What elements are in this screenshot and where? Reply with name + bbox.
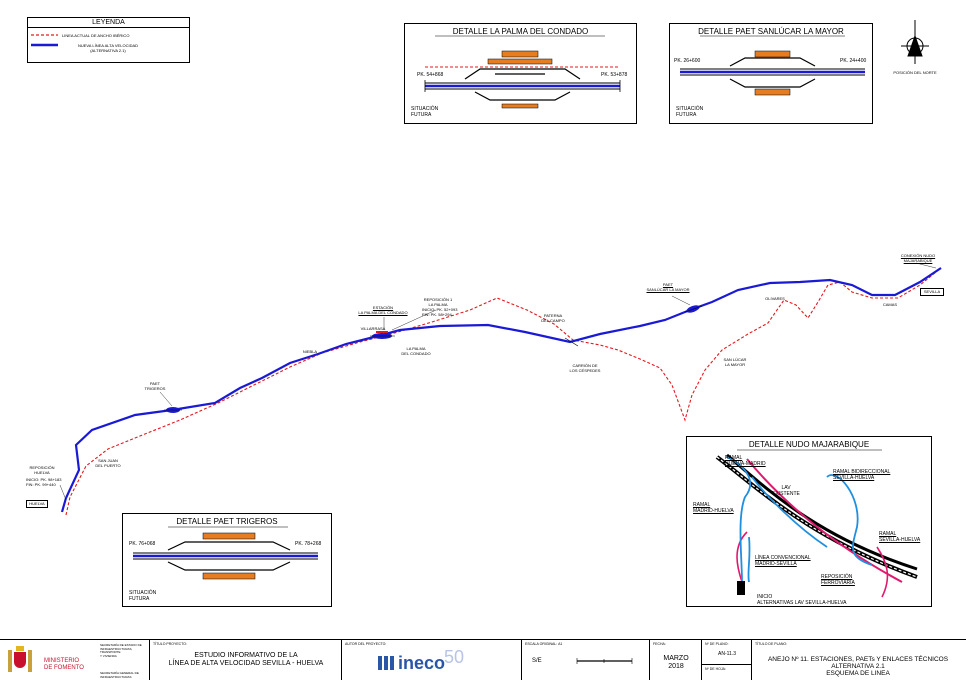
label-niebla: NIEBLA — [302, 349, 318, 354]
tb-autor-cell: AUTOR DEL PROYECTO: ineco 50 — [342, 640, 522, 680]
tb-sec-general: SECRETARÍA GENERAL DE INFRAESTRUCTURAS — [100, 671, 139, 679]
maj-ramal-bidir: RAMAL BIDIRECCIONAL SEVILLA-HUELVA — [833, 469, 891, 481]
tb-titulo-plano-label: TÍTULO DE PLANO: — [755, 642, 788, 646]
detail-palma-situation: SITUACIÓN FUTURA — [411, 106, 439, 118]
tb-ministerio-text: MINISTERIO DE FOMENTO — [44, 658, 84, 671]
label-carrion: CARRIÓN DE LOS CÉSPEDES — [569, 363, 601, 373]
detail-sanlucar-box: DETALLE PAET SANLÚCAR LA MAYOR PK. 26+60… — [669, 23, 873, 124]
label-reposicion-1: REPOSICIÓN 1 LA PALMA — [423, 297, 453, 307]
tb-proyecto-title: ESTUDIO INFORMATIVO DE LA LÍNEA DE ALTA … — [168, 652, 324, 667]
maj-inicio: INICIO ALTERNATIVAS LAV SEVILLA-HUELVA — [757, 594, 847, 606]
label-sevilla: SEVILLA — [923, 289, 941, 294]
maj-ramal-mh: RAMAL MADRID-HUELVA — [693, 502, 734, 514]
label-conexion: CONEXIÓN NUDO MAJARABIQUE — [900, 253, 936, 263]
title-block: MINISTERIO DE FOMENTO SECRETARÍA DE ESTA… — [0, 639, 966, 680]
label-inicio-fin-palma: INICIO: PK. 52+093 FIN: PK. 58+294 — [422, 307, 458, 317]
label-reposicion-huelva: REPOSICIÓN HUELVA — [29, 465, 55, 475]
tb-proyecto-label: TÍTULO PROYECTO: — [153, 642, 187, 646]
existing-line-route — [65, 267, 942, 516]
palma-station-symbol — [370, 331, 395, 339]
tb-titulo-plano: ANEJO Nº 11. ESTACIONES, PAETs Y ENLACES… — [767, 656, 949, 677]
detail-palma-pk-right: PK. 53+878 — [601, 72, 628, 78]
detail-sanlucar-situation: SITUACIÓN FUTURA — [676, 106, 704, 118]
maj-lav: LAV EXISTENTE — [772, 485, 800, 497]
huelva-box: HUELVA — [26, 500, 48, 508]
label-huelva: HUELVA — [29, 501, 45, 506]
tb-plano-label: Nº DE PLANO: — [705, 642, 729, 646]
label-olivares: OLIVARES — [765, 296, 785, 301]
maj-linea-conv: LÍNEA CONVENCIONAL MADRID-SEVILLA — [755, 555, 811, 567]
detail-majarabique-title: DETALLE NUDO MAJARABIQUE — [748, 440, 870, 449]
scale-bar-icon — [576, 658, 633, 664]
tb-proyecto-cell: TÍTULO PROYECTO: ESTUDIO INFORMATIVO DE … — [150, 640, 342, 680]
tb-fecha-cell: FECHA: MARZO 2018 — [650, 640, 702, 680]
tb-hoja-label: Nº DE HOJA: — [705, 667, 726, 671]
legend-title: LEYENDA — [28, 18, 189, 28]
detail-palma-box: DETALLE LA PALMA DEL CONDADO PK. 54+868 … — [404, 23, 637, 124]
label-inicio-fin-huelva: INICIO: PK. 98+183 FIN: PK. 99+440 — [26, 477, 62, 487]
label-san-juan: SAN JUAN DEL PUERTO — [95, 458, 121, 468]
label-camas: CAMAS — [882, 302, 898, 307]
tb-fecha-label: FECHA: — [653, 642, 666, 646]
tb-escala-label: ESCALA ORIGINAL: A1 — [525, 642, 563, 646]
tb-fecha: MARZO 2018 — [663, 655, 689, 670]
paet-trigeros-symbol — [164, 407, 182, 413]
detail-trigeros-box: DETALLE PAET TRIGEROS PK. 76+068 PK. 78+… — [122, 513, 332, 607]
tb-plano: AN-11.3 — [718, 651, 736, 657]
label-villarrasa: VILLARRASA — [360, 326, 386, 331]
legend-existing-label: LINEA ACTUAL DE ANCHO IBÉRICO — [62, 33, 130, 38]
detail-trigeros-title: DETALLE PAET TRIGEROS — [176, 517, 278, 526]
maj-ramal-sh: RAMAL SEVILLA-HUELVA — [879, 531, 921, 543]
tb-escala-cell: ESCALA ORIGINAL: A1 S/E — [522, 640, 650, 680]
detail-palma-title: DETALLE LA PALMA DEL CONDADO — [452, 27, 589, 36]
detail-trigeros-situation: SITUACIÓN FUTURA — [129, 590, 157, 602]
label-estacion-palma: ESTACIÓN LA PALMA DEL CONDADO — [358, 305, 408, 315]
detail-sanlucar-title: DETALLE PAET SANLÚCAR LA MAYOR — [698, 27, 844, 36]
legend-box: LEYENDA LINEA ACTUAL DE ANCHO IBÉRICO NU… — [27, 17, 190, 63]
detail-sanlucar-pk-right: PK. 24+400 — [840, 58, 867, 64]
maj-ramal-hm: RAMAL HUELVA-MADRID — [725, 455, 766, 467]
north-label: POSICIÓN DEL NORTE — [893, 70, 937, 75]
detail-palma-pk-left: PK. 54+868 — [417, 72, 444, 78]
label-paet-sanlucar: PAET SANLÚCAR LA MAYOR — [646, 282, 690, 292]
tb-autor-label: AUTOR DEL PROYECTO: — [345, 642, 387, 646]
huelva-tail — [60, 497, 68, 513]
tb-ministerio-cell: MINISTERIO DE FOMENTO SECRETARÍA DE ESTA… — [0, 640, 150, 680]
ineco-logo-text: ineco — [398, 653, 446, 673]
label-paterna: PATERNA DEL CAMPO — [541, 313, 565, 323]
detail-trigeros-pk-right: PK. 78+268 — [295, 541, 322, 547]
label-paet-trigeros: PAET TRIGEROS — [144, 381, 166, 391]
maj-reposicion: REPOSICIÓN FERROVIARIA — [821, 574, 855, 586]
sevilla-box: SEVILLA — [920, 288, 944, 296]
paet-sanlucar-symbol — [684, 305, 703, 313]
label-sanlucar-town: SAN LÚCAR LA MAYOR — [723, 357, 747, 367]
label-la-palma: LA PALMA DEL CONDADO — [401, 346, 431, 356]
tb-escala: S/E — [532, 658, 542, 664]
spain-coat-icon — [8, 646, 32, 674]
tb-plano-cell: Nº DE PLANO: AN-11.3 Nº DE HOJA: — [702, 640, 752, 680]
legend-new-label: NUEVA LÍNEA ALTA VELOCIDAD (ALTERNATIVA … — [77, 43, 139, 53]
detail-trigeros-pk-left: PK. 76+068 — [129, 541, 156, 547]
detail-majarabique-box: DETALLE NUDO MAJARABIQUE RAMAL HUELVA-MA… — [686, 436, 932, 607]
tb-titulo-plano-cell: TÍTULO DE PLANO: ANEJO Nº 11. ESTACIONES… — [752, 640, 966, 680]
tb-sec-estado: SECRETARÍA DE ESTADO DE INFRAESTRUCTURAS… — [100, 643, 142, 658]
detail-sanlucar-pk-left: PK. 26+600 — [674, 58, 701, 64]
